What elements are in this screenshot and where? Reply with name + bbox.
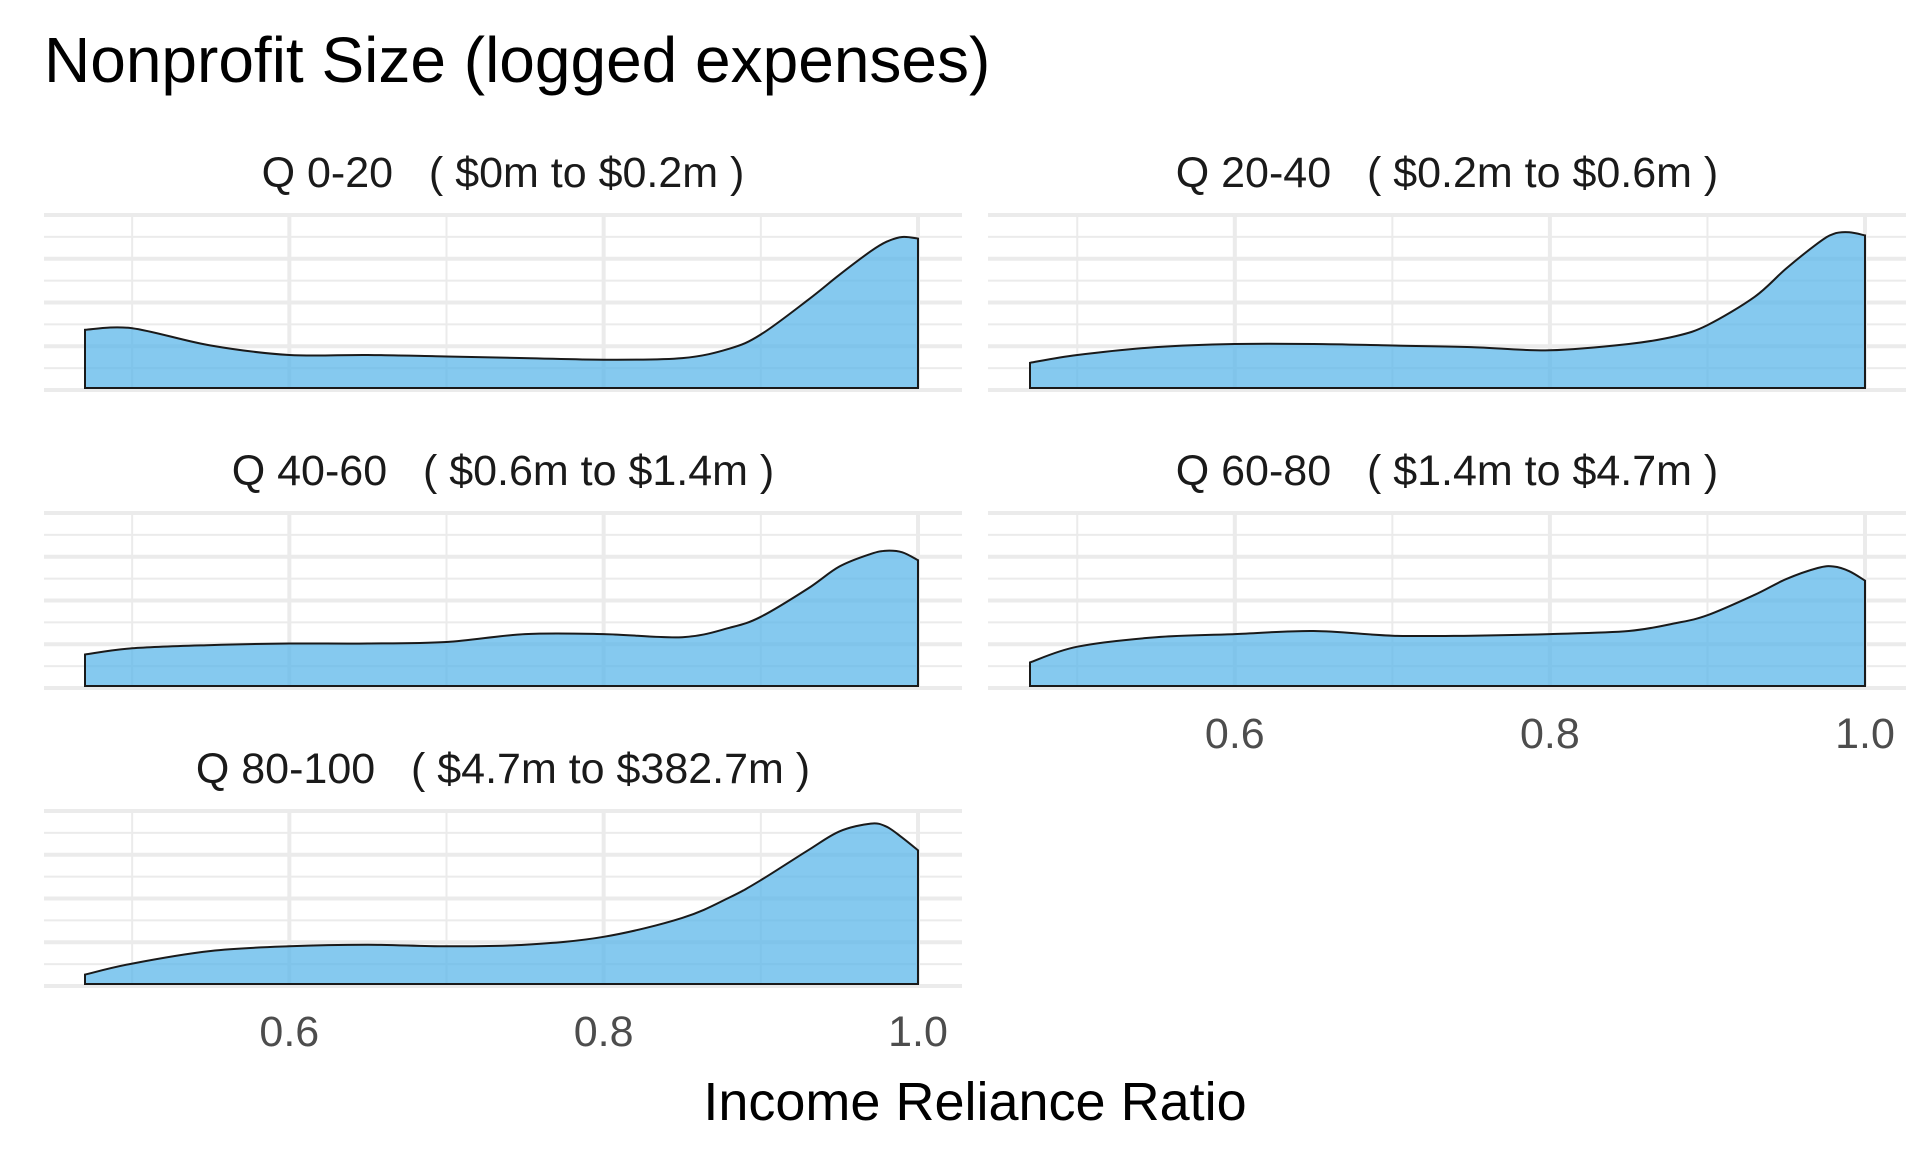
facet-panel: Q 20-40 ( $0.2m to $0.6m ) [988,149,1906,392]
facet-strip-label: Q 80-100 ( $4.7m to $382.7m ) [196,745,810,793]
facet-panel: Q 0-20 ( $0m to $0.2m ) [44,149,962,392]
x-tick-label: 1.0 [888,1008,948,1056]
chart-title: Nonprofit Size (logged expenses) [44,24,990,96]
x-tick-label: 0.6 [259,1008,319,1056]
x-tick-label: 0.6 [1205,710,1265,758]
x-axis-label: Income Reliance Ratio [703,1072,1246,1132]
facet-strip-label: Q 0-20 ( $0m to $0.2m ) [262,149,745,197]
facet-panel: Q 60-80 ( $1.4m to $4.7m ) [988,447,1906,690]
facet-panels: Q 0-20 ( $0m to $0.2m ) Q 20-40 ( $0.2m t… [44,149,1906,988]
density-area [84,235,919,389]
x-tick-label: 1.0 [1835,710,1895,758]
density-area [1029,565,1866,687]
facet-panel: Q 80-100 ( $4.7m to $382.7m ) [44,745,962,988]
facet-strip-label: Q 60-80 ( $1.4m to $4.7m ) [1176,447,1719,495]
x-tick-label: 0.8 [574,1008,634,1056]
density-area [1029,231,1866,389]
x-axis-right: 0.6 0.8 1.0 [1205,710,1895,758]
x-tick-label: 0.8 [1520,710,1580,758]
facet-strip-label: Q 40-60 ( $0.6m to $1.4m ) [232,447,775,495]
facet-panel: Q 40-60 ( $0.6m to $1.4m ) [44,447,962,690]
density-area [84,549,919,687]
x-axis-left: 0.6 0.8 1.0 [259,1008,947,1056]
density-area [84,822,919,985]
facet-strip-label: Q 20-40 ( $0.2m to $0.6m ) [1176,149,1719,197]
